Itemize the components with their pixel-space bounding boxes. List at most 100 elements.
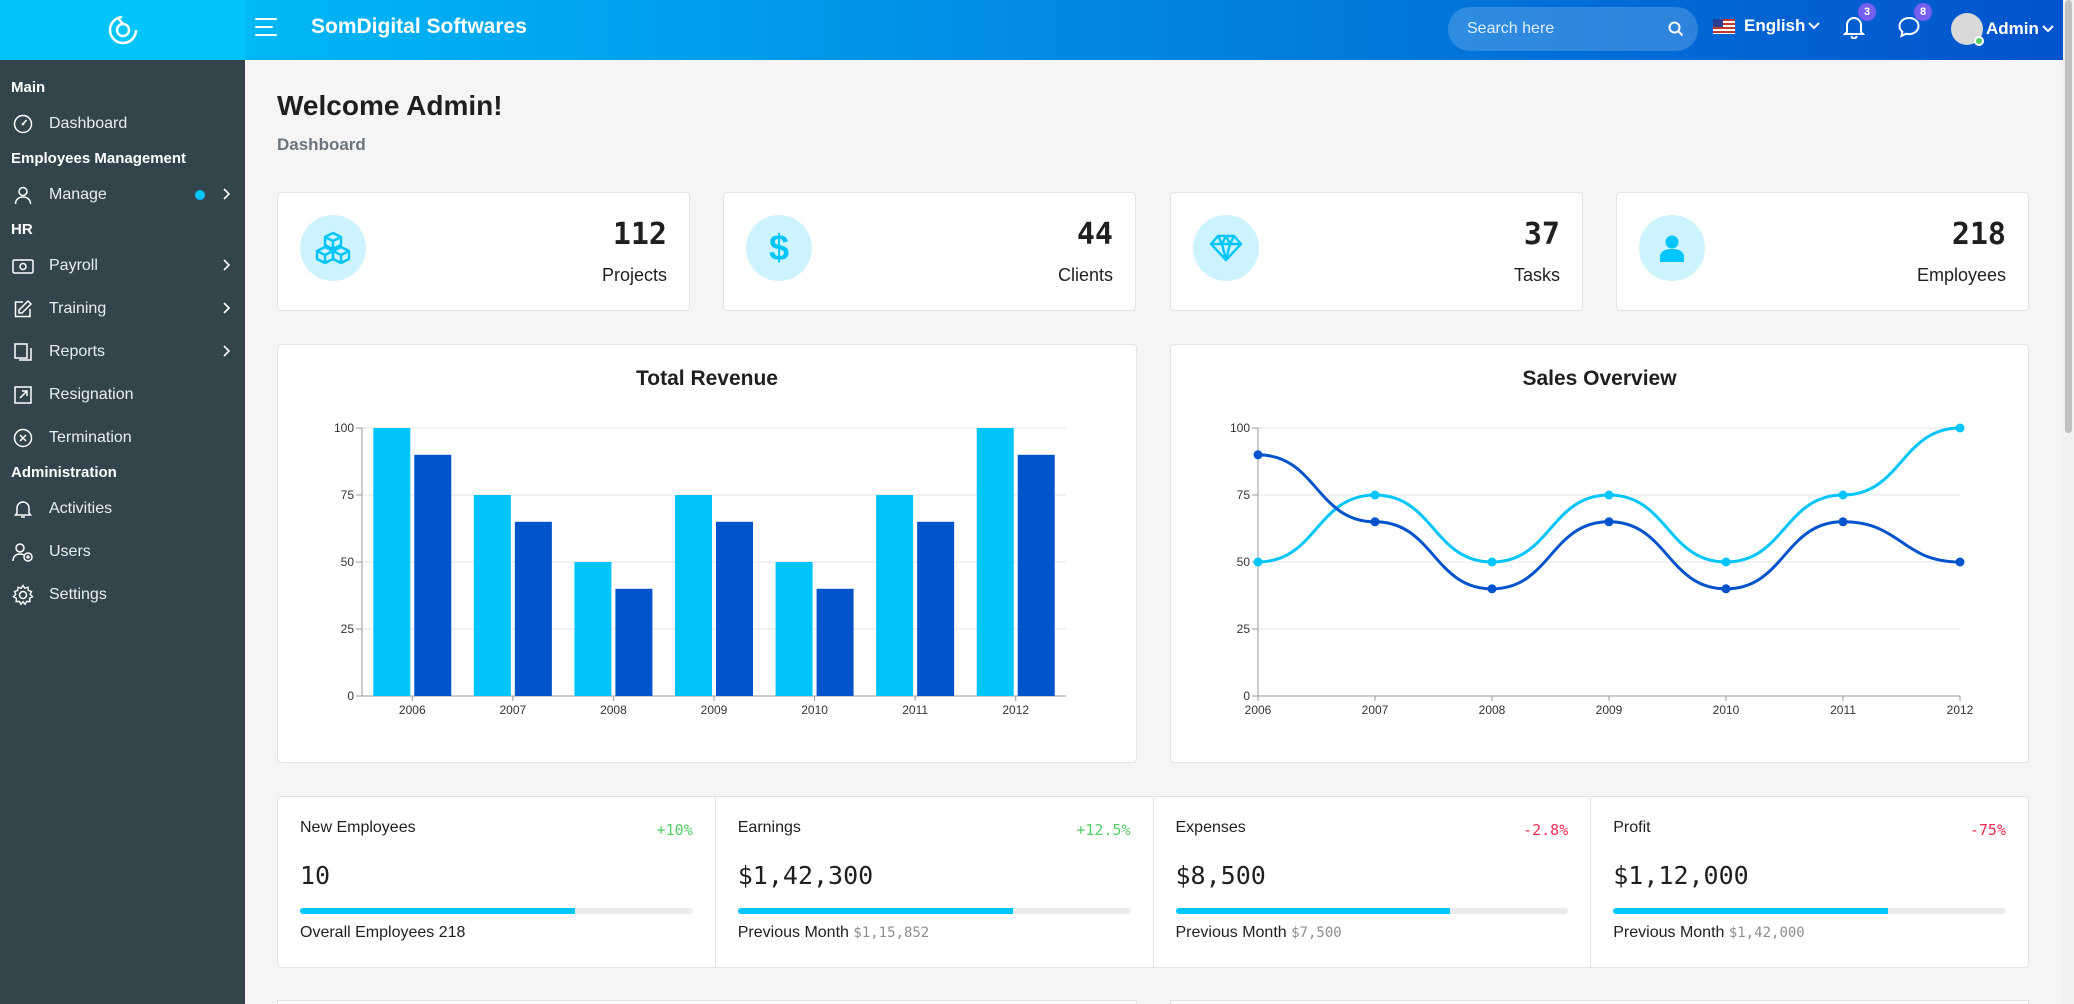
data-point [1370, 490, 1380, 500]
bar [917, 521, 955, 696]
metric-change: +12.5% [1076, 821, 1131, 839]
bar [876, 495, 914, 696]
user-icon [1639, 215, 1705, 281]
y-tick-label: 75 [341, 488, 355, 502]
breadcrumb[interactable]: Dashboard [277, 135, 366, 154]
metric-footer: Previous Month $7,500 [1176, 924, 1342, 942]
data-point [1487, 557, 1497, 567]
menu-toggle-button[interactable] [255, 18, 277, 40]
chevron-right-icon [223, 188, 231, 200]
y-tick-label: 25 [1237, 622, 1251, 636]
x-tick-label: 2012 [1002, 703, 1029, 717]
data-point [1955, 423, 1965, 433]
x-tick-label: 2006 [1245, 703, 1272, 717]
messages-badge: 8 [1914, 3, 1932, 21]
bar [574, 562, 612, 696]
dashboard-icon [11, 112, 35, 136]
app-title: SomDigital Softwares [311, 15, 527, 38]
stat-label: Employees [1916, 265, 2006, 285]
progress-bar [1175, 908, 1569, 914]
money-icon [11, 254, 35, 278]
menu-section-employees: Employees Management [11, 150, 187, 167]
user-menu[interactable]: Admin [1951, 13, 2054, 46]
user-plus-icon [11, 540, 35, 564]
sidebar-item-reports[interactable]: Reports [0, 330, 245, 373]
metric-footer-value: $7,500 [1291, 925, 1342, 941]
x-tick-label: 2008 [1479, 703, 1506, 717]
y-tick-label: 100 [334, 421, 354, 435]
y-tick-label: 0 [1243, 689, 1250, 703]
bar [1017, 454, 1055, 696]
metric-change: -2.8% [1523, 821, 1569, 839]
scrollbar-thumb[interactable] [2065, 0, 2072, 433]
metric-expenses: Expenses -2.8% $8,500 Previous Month $7,… [1154, 797, 1592, 967]
search-input[interactable] [1448, 7, 1638, 51]
stat-card-projects: 112 Projects [277, 192, 690, 311]
sidebar-item-users[interactable]: Users [0, 530, 245, 573]
y-tick-label: 25 [341, 622, 355, 636]
metric-label: Earnings [737, 819, 801, 836]
notifications-button[interactable]: 3 [1842, 3, 1876, 44]
data-point [1370, 517, 1380, 527]
metric-change: -75% [1969, 821, 2006, 839]
metric-earnings: Earnings +12.5% $1,42,300 Previous Month… [716, 797, 1154, 967]
sidebar-item-termination[interactable]: Termination [0, 416, 245, 459]
sidebar-item-label: Training [49, 299, 107, 317]
top-header: SomDigital Softwares English 3 8 Admin [0, 0, 2063, 60]
progress-bar [737, 908, 1131, 914]
diamond-icon [1193, 215, 1259, 281]
metrics-panel: New Employees +10% 10 Overall Employees … [277, 796, 2029, 968]
data-point [1604, 517, 1614, 527]
bar [675, 495, 712, 696]
x-tick-label: 2008 [600, 703, 627, 717]
logo[interactable] [0, 0, 245, 60]
x-circle-icon [11, 426, 35, 450]
chevron-right-icon [223, 259, 231, 271]
x-tick-label: 2007 [1362, 703, 1389, 717]
data-point [1253, 450, 1263, 460]
sidebar-item-training[interactable]: Training [0, 287, 245, 330]
metric-footer-label: Overall Employees 218 [300, 924, 466, 941]
page-scrollbar[interactable] [2063, 0, 2074, 1004]
sidebar-item-payroll[interactable]: Payroll [0, 244, 245, 287]
progress-bar [300, 908, 693, 914]
y-tick-label: 50 [1237, 555, 1251, 569]
metric-footer: Previous Month $1,15,852 [738, 924, 929, 942]
data-point [1253, 557, 1263, 567]
metric-value: 10 [300, 861, 331, 890]
data-point [1838, 517, 1848, 527]
menu-section-main: Main [11, 79, 46, 96]
logo-icon [108, 15, 137, 45]
language-label: English [1744, 16, 1806, 35]
external-link-icon [11, 383, 35, 407]
metric-footer-value: $1,15,852 [853, 925, 930, 941]
metric-value: $1,12,000 [1613, 861, 1749, 890]
sales-line-chart: 0 25 50 75 100 2006 2007 2008 2009 2010 2011 2012 [1230, 421, 1974, 717]
menu-section-administration: Administration [11, 464, 117, 481]
search-icon[interactable] [1668, 21, 1684, 37]
sidebar-item-manage[interactable]: Manage [0, 173, 245, 216]
bar [816, 588, 854, 696]
language-selector[interactable]: English [1713, 16, 1821, 36]
sidebar-item-label: Dashboard [49, 114, 128, 132]
search-box [1448, 7, 1698, 51]
metric-footer-value: $1,42,000 [1728, 925, 1805, 941]
bar [775, 562, 813, 696]
metric-label: Expenses [1175, 819, 1246, 836]
sidebar-item-resignation[interactable]: Resignation [0, 373, 245, 416]
messages-button[interactable]: 8 [1897, 3, 1932, 44]
sidebar-item-dashboard[interactable]: Dashboard [0, 102, 245, 145]
x-tick-label: 2012 [1947, 703, 1974, 717]
revenue-chart-card: Total Revenue 0 25 50 75 100 2006 2007 2008 2009… [277, 344, 1137, 763]
data-point [1604, 490, 1614, 500]
user-name: Admin [1986, 19, 2039, 38]
sidebar-item-activities[interactable]: Activities [0, 487, 245, 530]
stat-value: 44 [1076, 217, 1113, 252]
progress-fill [1613, 908, 1889, 914]
stat-label: Tasks [1513, 265, 1560, 285]
metric-new-employees: New Employees +10% 10 Overall Employees … [278, 797, 716, 967]
x-tick-label: 2010 [801, 703, 828, 717]
bar [976, 428, 1014, 696]
metric-footer-label: Previous Month [1613, 924, 1725, 941]
sidebar-item-settings[interactable]: Settings [0, 573, 245, 616]
